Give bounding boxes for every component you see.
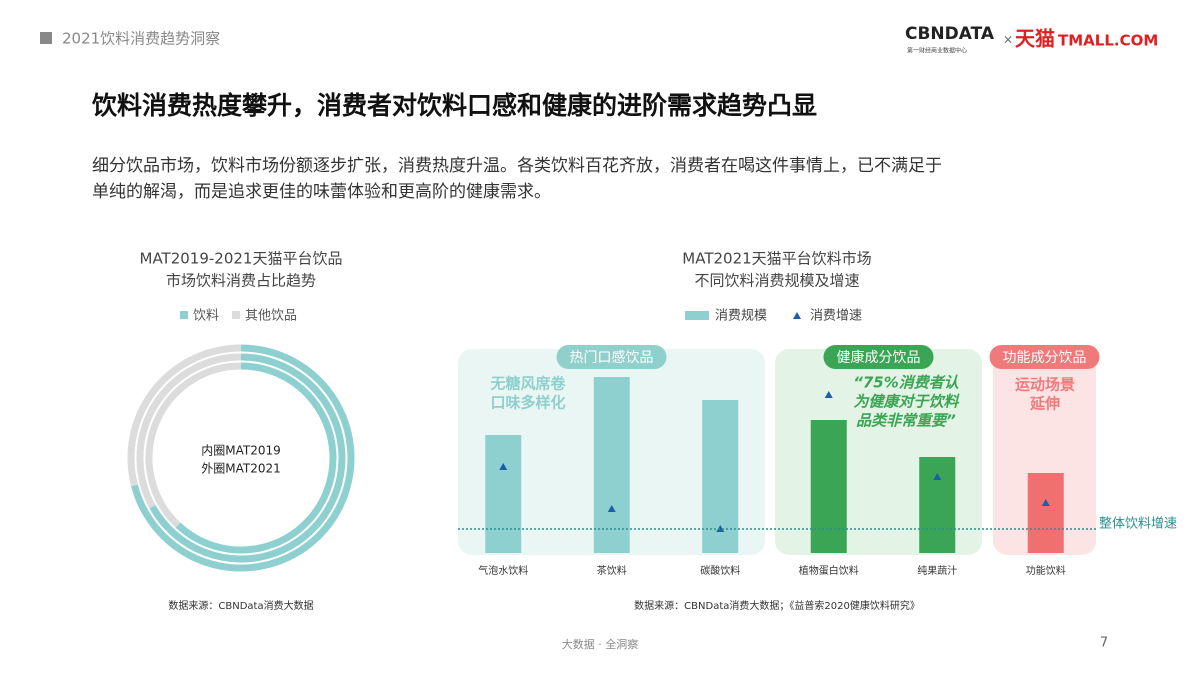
legend-label: 其他饮品 (245, 309, 297, 324)
section-title: 2021饮料消费趋势洞察 (62, 30, 220, 48)
bar (593, 377, 630, 553)
logo-tmall-en: TMALL.COM (1058, 32, 1158, 50)
growth-marker (824, 391, 833, 398)
legend-label: 消费增速 (810, 309, 862, 324)
logo-cbn-sub: 第一财经商业数据中心 (907, 47, 967, 55)
chart-title: 市场饮料消费占比趋势 (166, 272, 316, 290)
bar (485, 435, 522, 553)
logo-cbn: CBNDATA (905, 24, 995, 44)
group-note: “75%消费者认 (853, 374, 959, 392)
donut-arc (149, 353, 346, 563)
logo-tmall: 天猫 (1015, 27, 1055, 51)
x-tick-label: 茶饮料 (597, 564, 627, 577)
growth-marker (716, 525, 725, 532)
donut-arc (131, 344, 355, 572)
footer-tagline: 大数据 · 全洞察 (562, 637, 639, 651)
chart-title: MAT2019-2021天猫平台饮品 (140, 250, 343, 268)
group-label: 功能成分饮品 (1003, 350, 1087, 366)
group-label: 健康成分饮品 (837, 349, 921, 366)
growth-marker (499, 463, 508, 470)
bar (919, 457, 956, 553)
source-note: 数据来源：CBNData消费大数据 (168, 599, 313, 612)
reference-label: 整体饮料增速 (1099, 517, 1177, 532)
group-background (993, 349, 1096, 555)
body-line: 细分饮品市场，饮料市场份额逐步扩张，消费热度升温。各类饮料百花齐放，消费者在喝这… (92, 156, 942, 176)
legend-marker (793, 312, 801, 319)
center-label: 外圈MAT2021 (201, 462, 281, 476)
growth-marker (607, 505, 616, 512)
donut-arc (175, 362, 337, 554)
x-tick-label: 气泡水饮料 (478, 564, 528, 577)
group-note: 品类非常重要” (856, 412, 956, 430)
source-note: 数据来源：CBNData消费大数据；《益普索2020健康饮料研究》 (634, 599, 920, 612)
group-pill (556, 345, 667, 369)
x-tick-label: 植物蛋白饮料 (799, 564, 859, 577)
x-tick-label: 功能饮料 (1026, 564, 1066, 577)
donut-arc (136, 353, 242, 509)
x-tick-label: 碳酸饮料 (700, 564, 740, 577)
group-note: 无糖风席卷 (489, 375, 566, 393)
group-label: 热门口感饮品 (570, 349, 654, 366)
center-label: 内圈MAT2019 (201, 444, 281, 458)
bar (810, 420, 847, 553)
group-note: 为健康对于饮料 (853, 393, 960, 411)
slide-title: 饮料消费热度攀升，消费者对饮料口感和健康的进阶需求趋势凸显 (91, 91, 817, 120)
group-pill (823, 345, 934, 369)
section-marker (40, 32, 52, 44)
group-pill (989, 345, 1100, 369)
growth-marker (1041, 499, 1050, 506)
logo-x: × (1003, 33, 1013, 47)
legend-swatch (685, 311, 709, 320)
growth-marker (933, 473, 942, 480)
group-note: 口味多样化 (490, 394, 565, 412)
legend-swatch (180, 311, 188, 319)
page-number: 7 (1100, 636, 1108, 651)
group-note: 延伸 (1029, 395, 1060, 413)
legend-swatch (232, 311, 240, 319)
donut-arc (127, 344, 242, 487)
body-line: 单纯的解渴，而是追求更佳的味蕾体验和更高阶的健康需求。 (92, 182, 551, 202)
x-tick-label: 纯果蔬汁 (917, 564, 957, 577)
group-note: 运动场景 (1015, 376, 1075, 394)
legend-label: 消费规模 (715, 309, 767, 324)
chart-title: 不同饮料消费规模及增速 (694, 272, 859, 290)
chart-title: MAT2021天猫平台饮料市场 (682, 250, 871, 268)
donut-arc (145, 362, 242, 528)
bar (1027, 473, 1064, 553)
legend-label: 饮料 (193, 309, 219, 324)
